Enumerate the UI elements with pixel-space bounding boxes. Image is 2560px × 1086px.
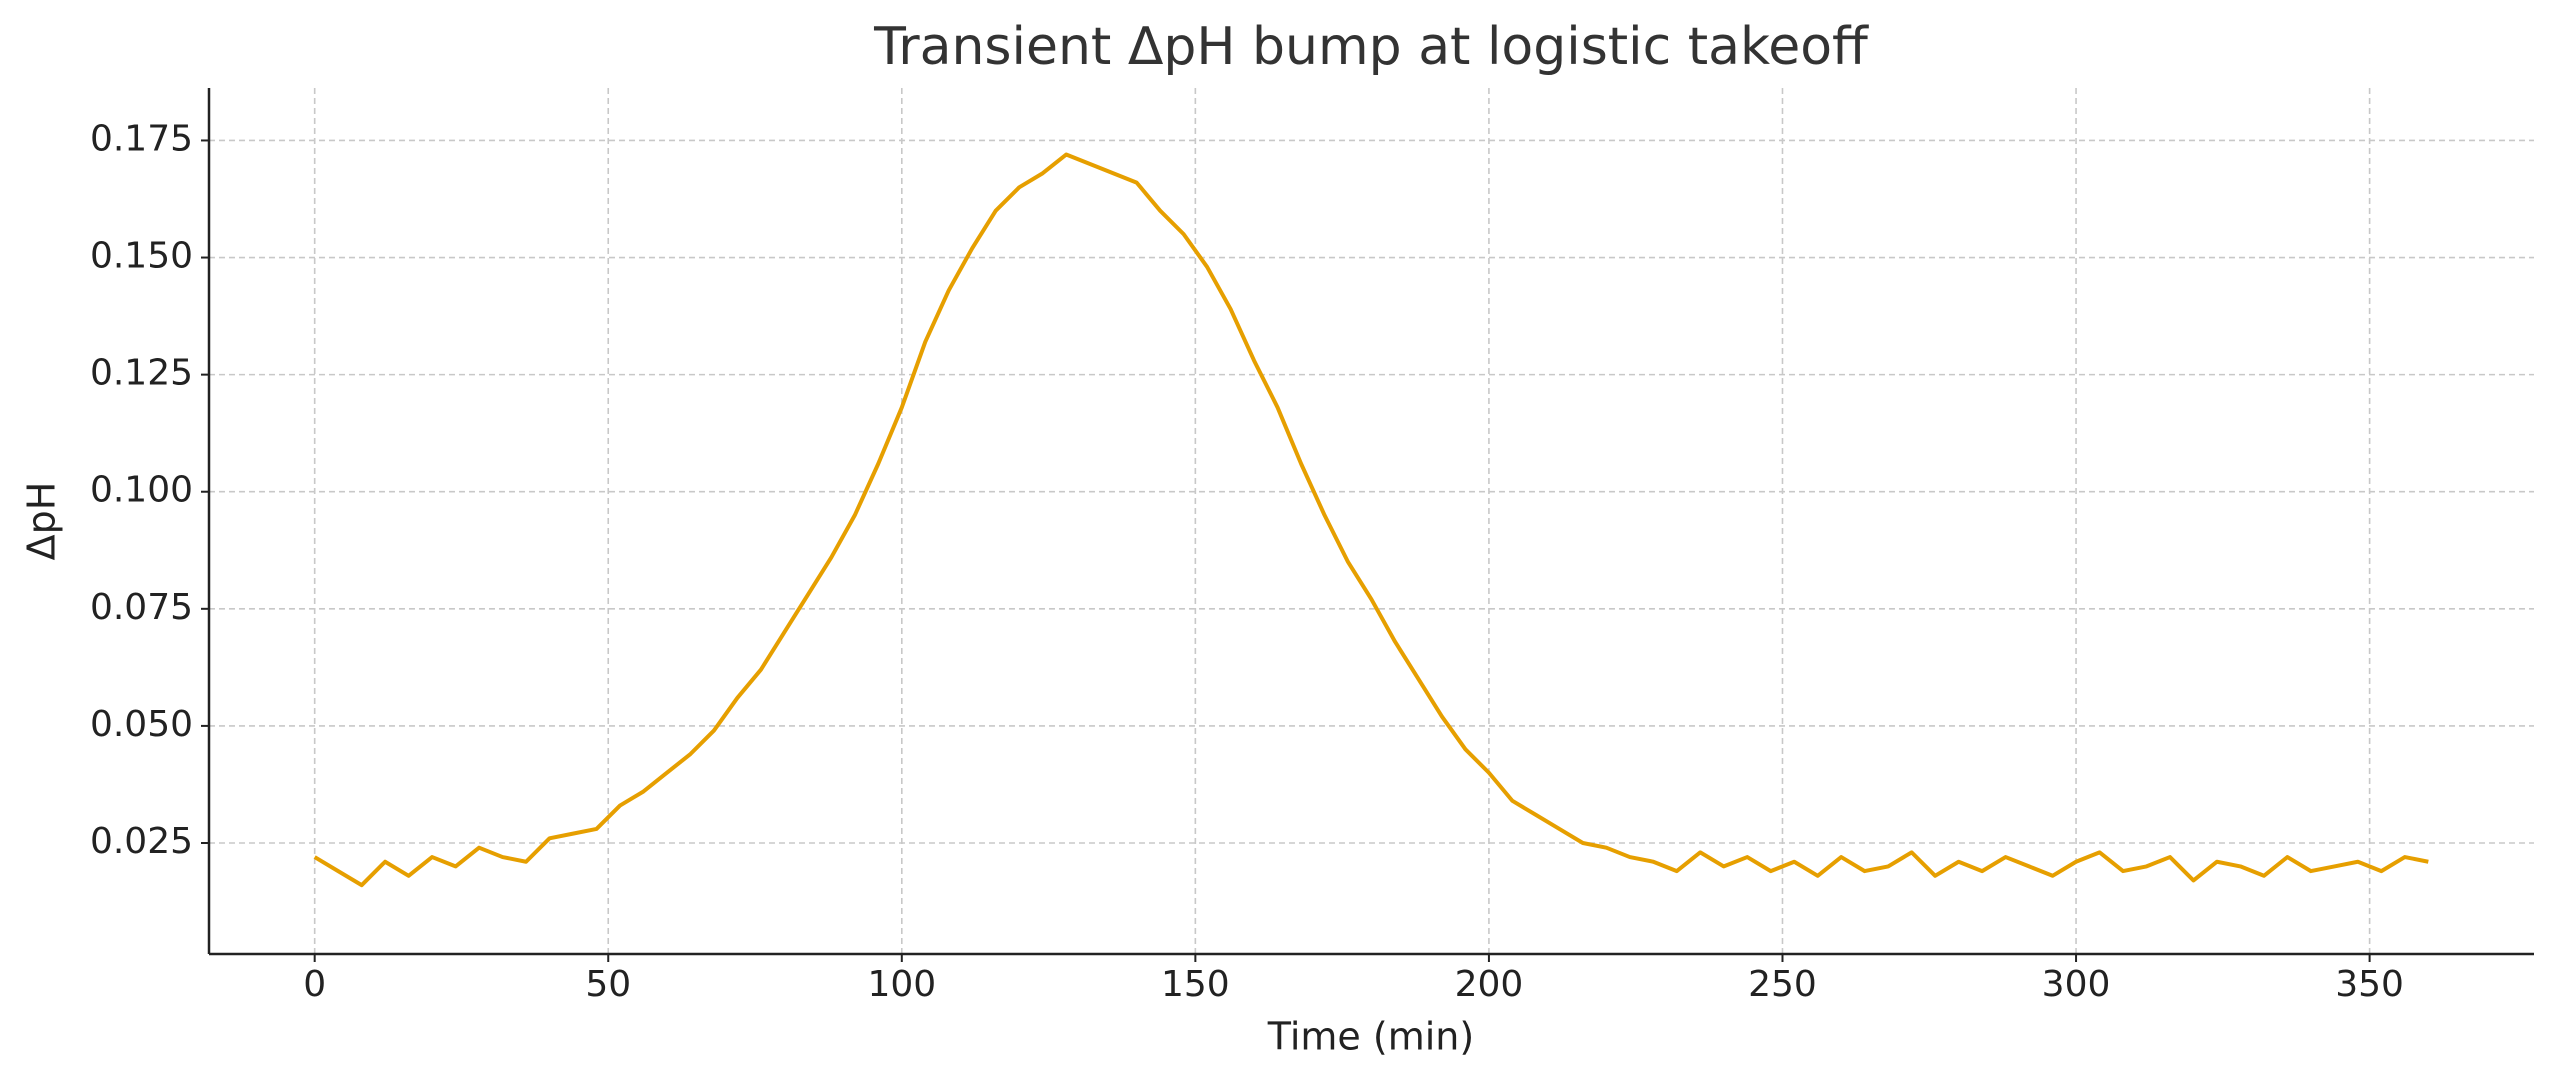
x-tick-label: 100 <box>867 964 936 1005</box>
data-line <box>313 152 2429 888</box>
y-tick-label: 0.125 <box>90 353 193 394</box>
x-tick-label: 50 <box>585 964 631 1005</box>
y-tick-label: 0.025 <box>90 821 193 862</box>
chart-title: Transient ΔpH bump at logistic takeoff <box>873 17 1869 77</box>
y-tick-label: 0.075 <box>90 587 193 628</box>
y-tick-label: 0.050 <box>90 704 193 745</box>
x-tick-label: 200 <box>1455 964 1524 1005</box>
x-tick-label: 250 <box>1748 964 1817 1005</box>
y-tick-label: 0.150 <box>90 236 193 277</box>
x-axis-label: Time (min) <box>1267 1015 1474 1059</box>
y-axis-label: ΔpH <box>20 482 64 561</box>
x-tick-label: 350 <box>2335 964 2404 1005</box>
x-tick-label: 150 <box>1161 964 1230 1005</box>
x-tick-label: 300 <box>2042 964 2111 1005</box>
y-tick-label: 0.175 <box>90 118 193 159</box>
y-tick-label: 0.100 <box>90 470 193 511</box>
x-tick-label: 0 <box>303 964 326 1005</box>
